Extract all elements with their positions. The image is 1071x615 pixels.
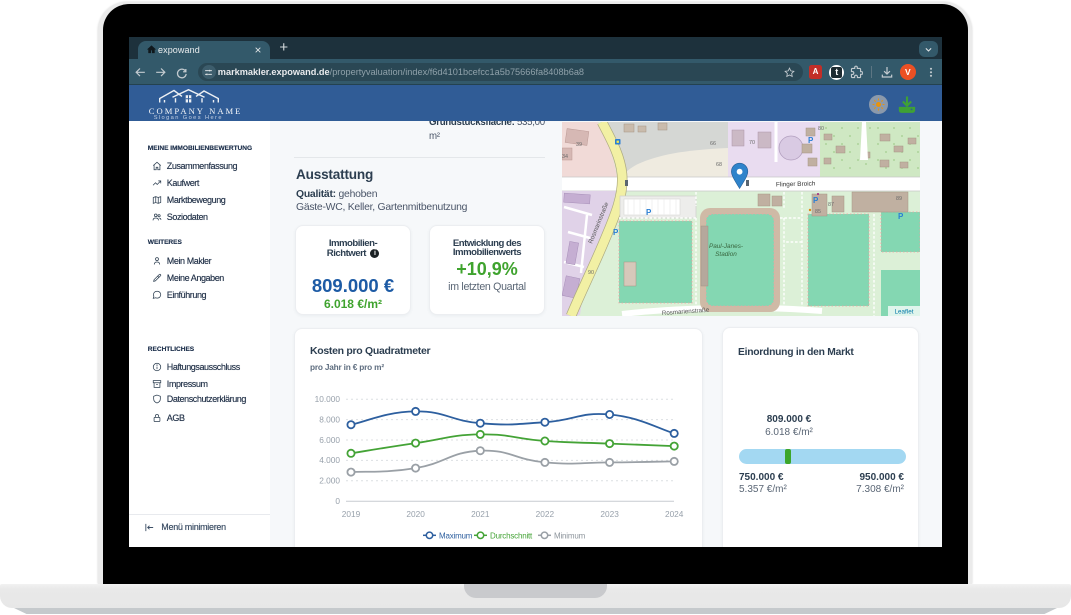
svg-text:2020: 2020 (406, 509, 425, 519)
svg-text:P: P (898, 212, 904, 221)
svg-text:85: 85 (815, 209, 821, 215)
svg-text:2023: 2023 (600, 509, 619, 519)
svg-text:Minimum: Minimum (554, 531, 586, 540)
svg-text:Leaflet: Leaflet (895, 309, 914, 316)
svg-text:66: 66 (710, 141, 716, 147)
svg-text:P: P (808, 136, 814, 145)
svg-text:2019: 2019 (342, 509, 361, 519)
svg-text:89: 89 (896, 196, 902, 202)
svg-text:80: 80 (818, 126, 824, 132)
svg-text:68: 68 (716, 162, 722, 168)
svg-text:34: 34 (562, 154, 568, 160)
svg-text:P: P (813, 196, 819, 205)
svg-text:P: P (613, 228, 619, 237)
svg-text:10.000: 10.000 (315, 394, 341, 404)
svg-text:2024: 2024 (665, 509, 684, 519)
svg-text:Maximum: Maximum (439, 531, 473, 540)
svg-text:Durchschnitt: Durchschnitt (490, 531, 533, 540)
svg-text:2021: 2021 (471, 509, 490, 519)
svg-text:4.000: 4.000 (319, 455, 340, 465)
svg-text:Flinger Broich: Flinger Broich (776, 181, 816, 189)
svg-text:Rosmarienstraße: Rosmarienstraße (662, 307, 710, 316)
svg-text:87: 87 (828, 202, 834, 208)
svg-text:70: 70 (749, 140, 755, 146)
svg-text:2.000: 2.000 (319, 476, 340, 486)
svg-text:0: 0 (335, 496, 340, 506)
svg-text:90: 90 (588, 270, 594, 276)
svg-text:39: 39 (576, 142, 582, 148)
svg-text:Stadion: Stadion (716, 251, 738, 258)
svg-text:Paul-Janes-: Paul-Janes- (709, 243, 743, 250)
svg-text:6.000: 6.000 (319, 435, 340, 445)
svg-text:2022: 2022 (536, 509, 555, 519)
svg-text:P: P (646, 208, 652, 217)
svg-text:8.000: 8.000 (319, 415, 340, 425)
